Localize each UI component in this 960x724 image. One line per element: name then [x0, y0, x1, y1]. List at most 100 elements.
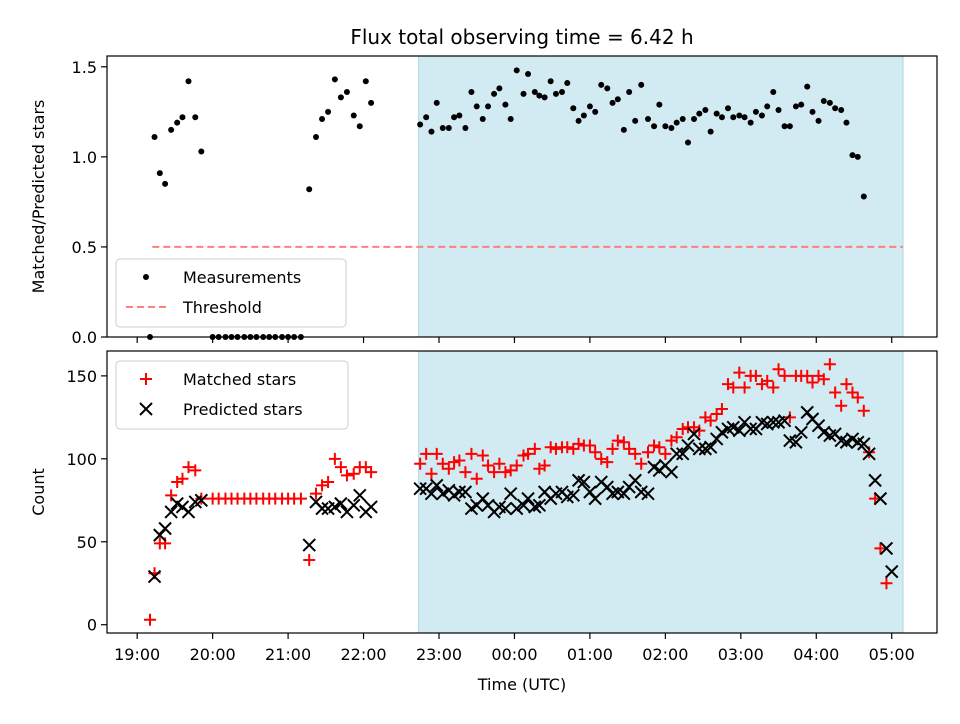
measurement-point	[558, 89, 565, 96]
matched-star-point	[772, 363, 785, 376]
measurement-point	[718, 114, 725, 121]
count-panel: 0 50 100 150 Count 19:00 20:00 21:00 22:00 23:00 0…	[29, 350, 938, 664]
measurement-point	[198, 148, 205, 155]
matched-star-point	[316, 479, 329, 492]
measurement-point	[713, 110, 720, 117]
predicted-star-point	[641, 486, 655, 501]
measurement-point	[473, 103, 480, 110]
predicted-star-point	[868, 473, 882, 488]
predicted-star-point	[424, 486, 439, 501]
predicted-star-point	[181, 505, 196, 519]
measurement-point	[331, 76, 338, 83]
measurement-point	[192, 114, 199, 121]
matched-star-point	[322, 476, 335, 489]
predicted-star-point	[458, 485, 473, 499]
measurement-point	[792, 103, 799, 110]
measurement-point	[809, 108, 816, 115]
shaded-interval	[418, 350, 904, 634]
measurement-point	[673, 119, 680, 126]
matched-star-point	[334, 461, 347, 474]
measurement-point	[174, 119, 181, 126]
predicted-star-point	[452, 485, 467, 499]
measurement-point	[319, 116, 326, 123]
x-axis-label: Time (UTC)	[477, 675, 566, 694]
measurement-point	[826, 99, 833, 106]
predicted-star-point	[516, 498, 531, 512]
measurement-point	[662, 123, 669, 130]
measurement-point	[651, 123, 658, 130]
matched-star-point	[583, 439, 596, 452]
predicted-star-point	[703, 440, 718, 454]
x-tick-label: 00:00	[491, 645, 537, 664]
predicted-star-point	[885, 564, 899, 579]
measurement-point	[541, 94, 548, 101]
plot-frame	[106, 55, 938, 338]
matched-star-point	[606, 442, 619, 455]
matched-star-point	[659, 447, 672, 460]
matched-star-point	[670, 431, 683, 444]
measurement-point	[854, 153, 861, 160]
measurement-point	[691, 116, 698, 123]
matched-star-point	[601, 456, 614, 469]
measurement-point	[730, 114, 737, 121]
matched-star-point	[470, 472, 483, 485]
measurement-point	[433, 99, 440, 106]
measurement-point	[804, 83, 811, 90]
predicted-star-point	[681, 438, 695, 453]
y-axis-label: Count	[29, 468, 48, 516]
matched-star-point	[528, 442, 541, 455]
y-tick-label: 0.0	[72, 328, 97, 347]
legend-matched-swatch	[140, 373, 152, 385]
predicted-star-point	[628, 473, 642, 488]
predicted-star-point	[503, 486, 518, 501]
matched-star-point	[629, 447, 642, 460]
legend-label: Threshold	[182, 298, 262, 317]
predicted-star-point	[147, 569, 162, 584]
measurement-point	[479, 116, 486, 123]
predicted-star-point	[413, 481, 427, 496]
measurement-point	[815, 117, 822, 124]
matched-star-point	[635, 457, 648, 470]
predicted-star-point	[532, 498, 547, 512]
measurement-point	[520, 90, 527, 97]
predicted-star-point	[669, 447, 684, 461]
measurement-point	[592, 108, 599, 115]
predicted-star-point	[566, 488, 581, 503]
predicted-star-point	[732, 423, 747, 438]
legend-box	[115, 258, 347, 328]
measurement-point	[758, 112, 765, 119]
measurement-point	[838, 107, 845, 114]
matched-star-point	[328, 452, 341, 465]
measurement-point	[531, 89, 538, 96]
matched-star-point	[476, 449, 489, 462]
measurement-point	[350, 112, 357, 119]
matched-star-point	[522, 447, 535, 460]
predicted-star-point	[164, 505, 178, 519]
matched-star-point	[653, 441, 666, 454]
legend-box	[115, 360, 349, 430]
matched-star-point	[642, 446, 655, 459]
measurement-point	[614, 96, 621, 103]
measurement-point	[598, 81, 605, 88]
measurement-point	[770, 89, 777, 96]
matched-star-point	[733, 366, 746, 379]
shaded-interval	[418, 55, 904, 338]
legend-label: Measurements	[183, 268, 301, 287]
predicted-star-point	[862, 447, 876, 461]
predicted-star-point	[687, 427, 701, 441]
measurement-point	[707, 128, 714, 135]
measurement-point	[645, 116, 652, 123]
measurement-point	[702, 107, 709, 114]
measurement-point	[456, 112, 463, 119]
matched-star-point	[538, 459, 551, 472]
predicted-star-point	[857, 437, 871, 451]
matched-star-point	[420, 447, 433, 460]
matched-star-point	[176, 472, 189, 485]
y-tick-label: 0.5	[72, 238, 97, 257]
matched-star-point	[144, 613, 157, 626]
legend-label: Predicted stars	[183, 400, 303, 419]
predicted-star-point	[430, 478, 444, 493]
predicted-star-point	[676, 447, 690, 461]
measurement-point	[462, 125, 469, 132]
